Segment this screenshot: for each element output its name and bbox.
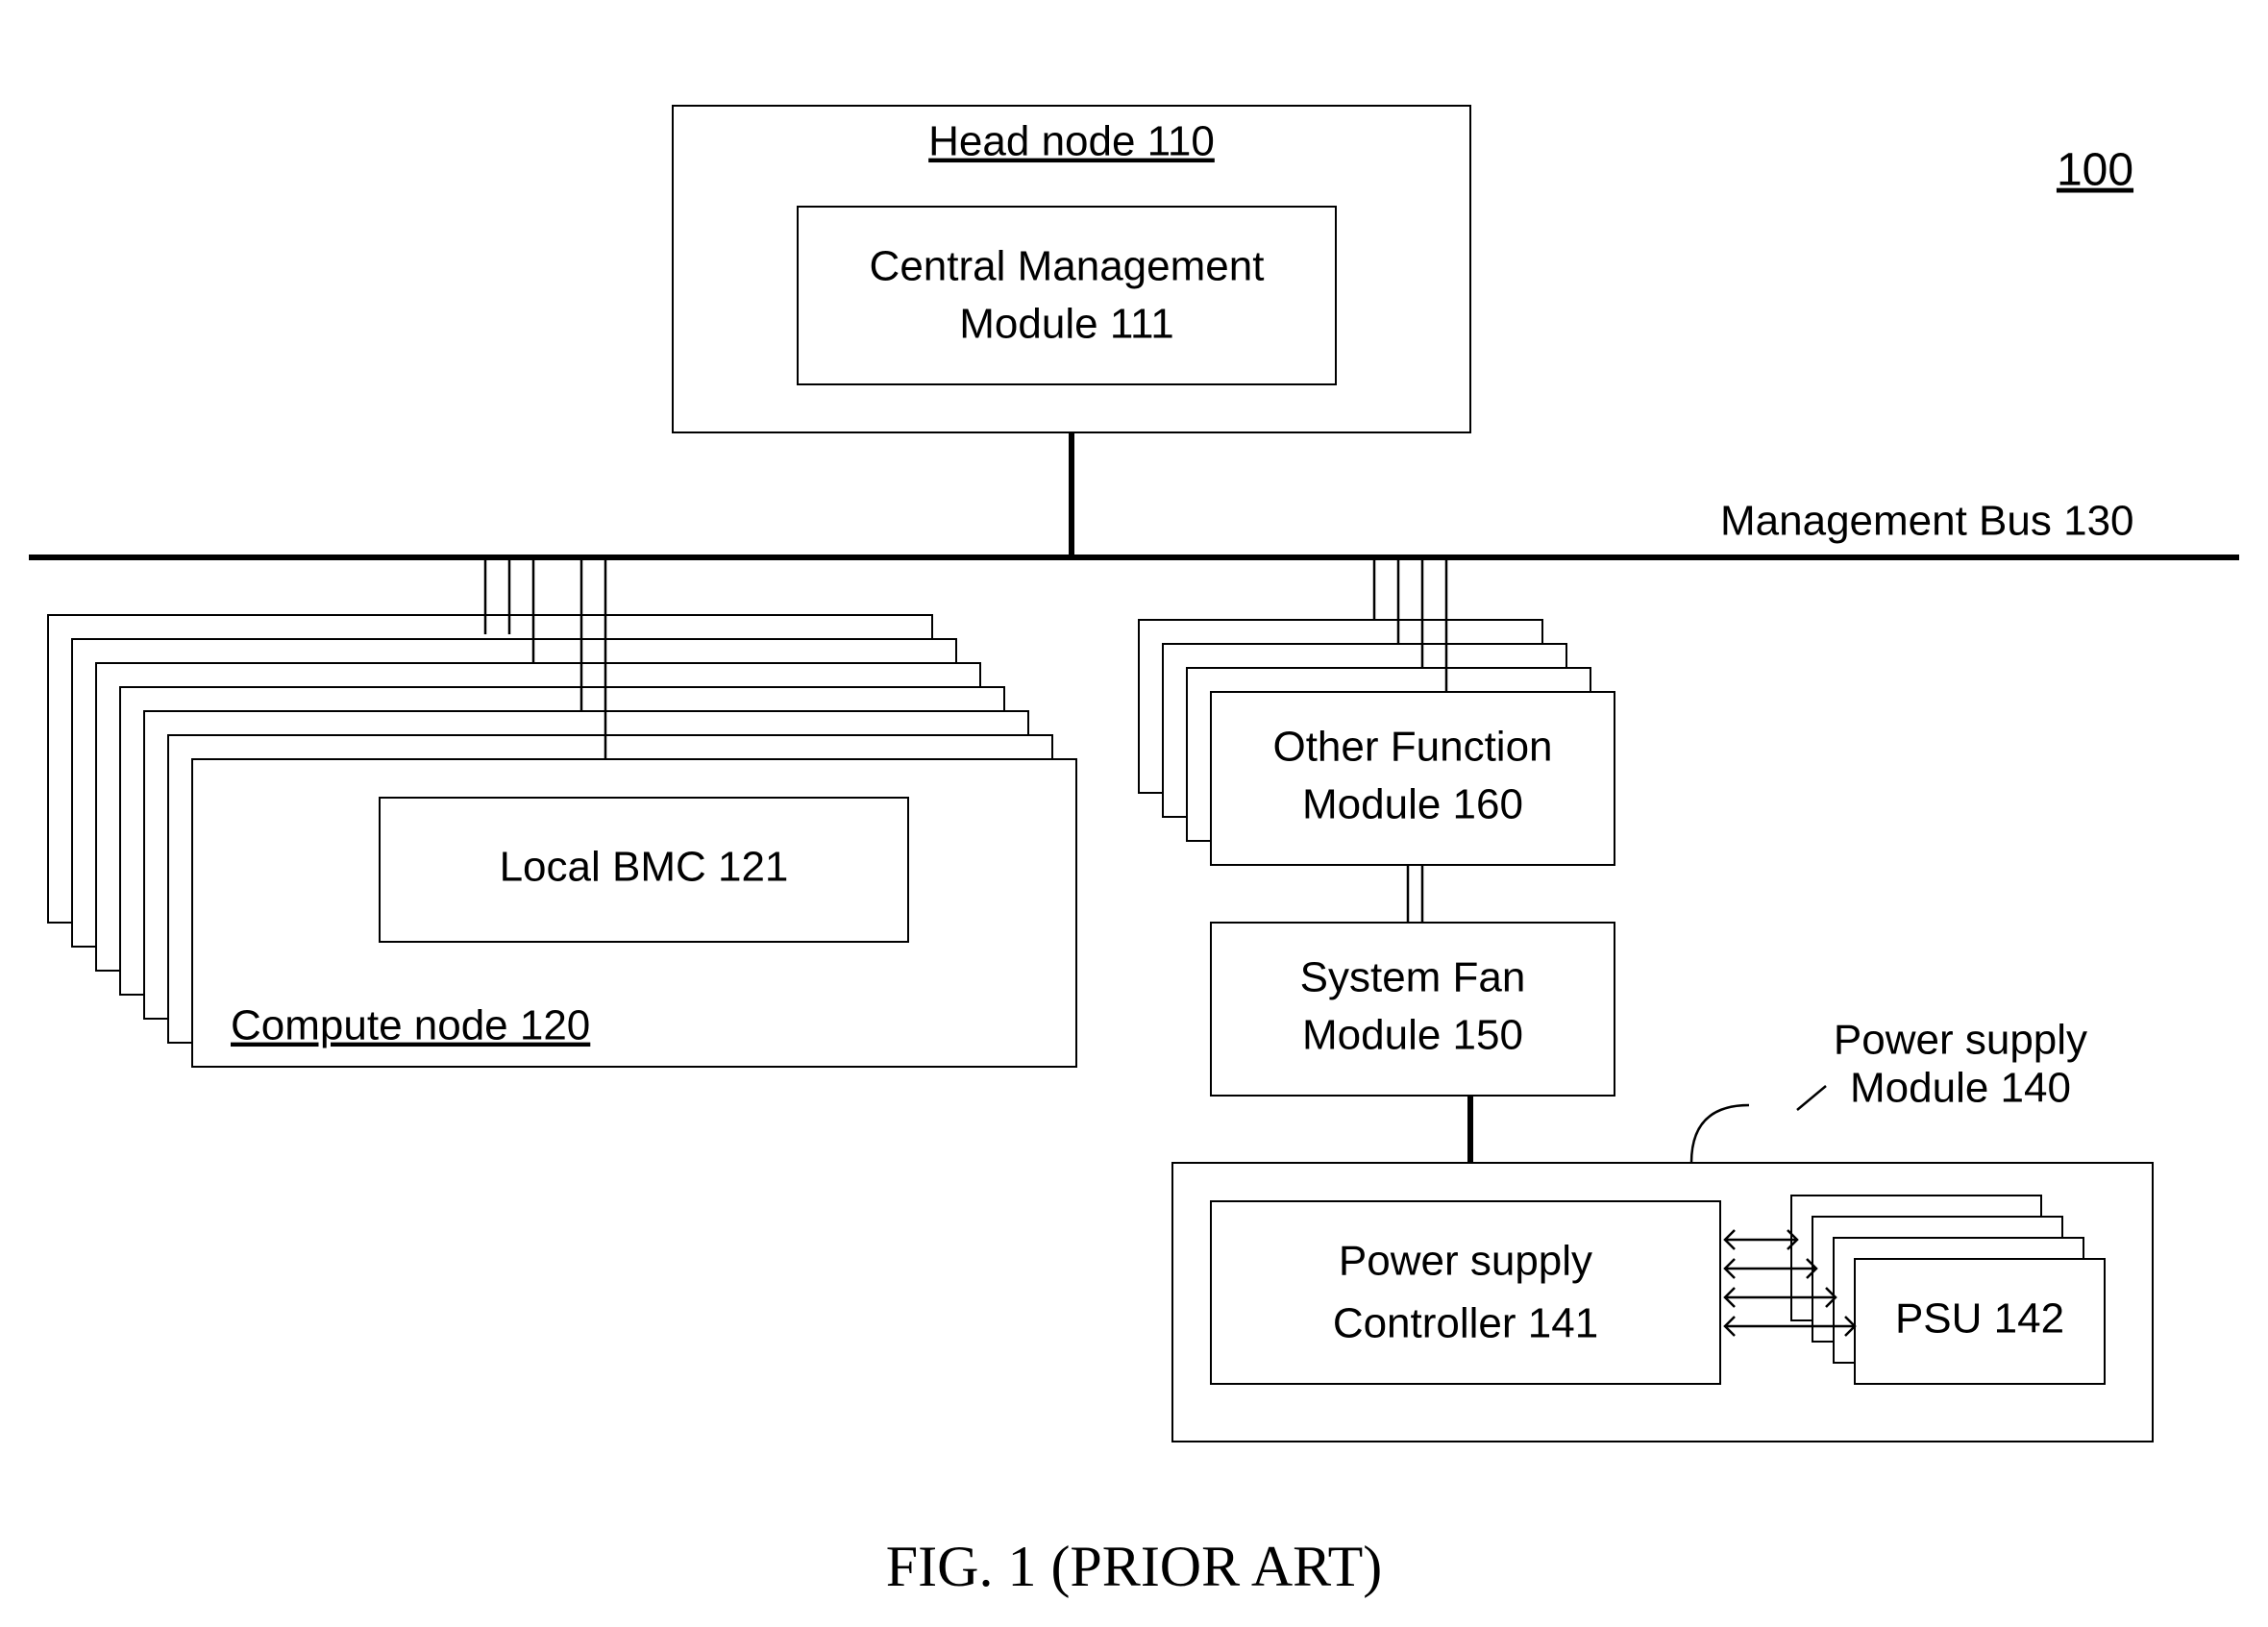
power-supply-module-label2: Module 140 [1850,1065,2071,1112]
system-fan-box [1211,923,1615,1096]
system-fan-line1: System Fan [1300,954,1526,1001]
head-node-title: Head node 110 [928,118,1215,165]
central-management-line1: Central Management [870,243,1265,290]
compute-node-title: Compute node 120 [231,1002,590,1049]
figure-ref-100: 100 [2057,145,2133,196]
figure-caption: FIG. 1 (PRIOR ART) [886,1535,1382,1598]
central-management-box [798,207,1336,384]
power-supply-controller-line1: Power supply [1339,1238,1592,1285]
psu-label: PSU 142 [1895,1295,2064,1343]
central-management-line2: Module 111 [959,301,1173,348]
power-supply-controller-box [1211,1201,1720,1384]
other-function-front [1211,692,1615,865]
management-bus-label: Management Bus 130 [1720,498,2134,545]
local-bmc-label: Local BMC 121 [500,844,789,891]
power-module-leader-arc [1691,1105,1749,1163]
system-fan-line2: Module 150 [1302,1012,1523,1059]
other-function-line1: Other Function [1272,724,1552,771]
power-supply-module-label1: Power supply [1834,1017,2087,1064]
power-supply-controller-line2: Controller 141 [1333,1300,1598,1347]
other-function-line2: Module 160 [1302,781,1523,828]
